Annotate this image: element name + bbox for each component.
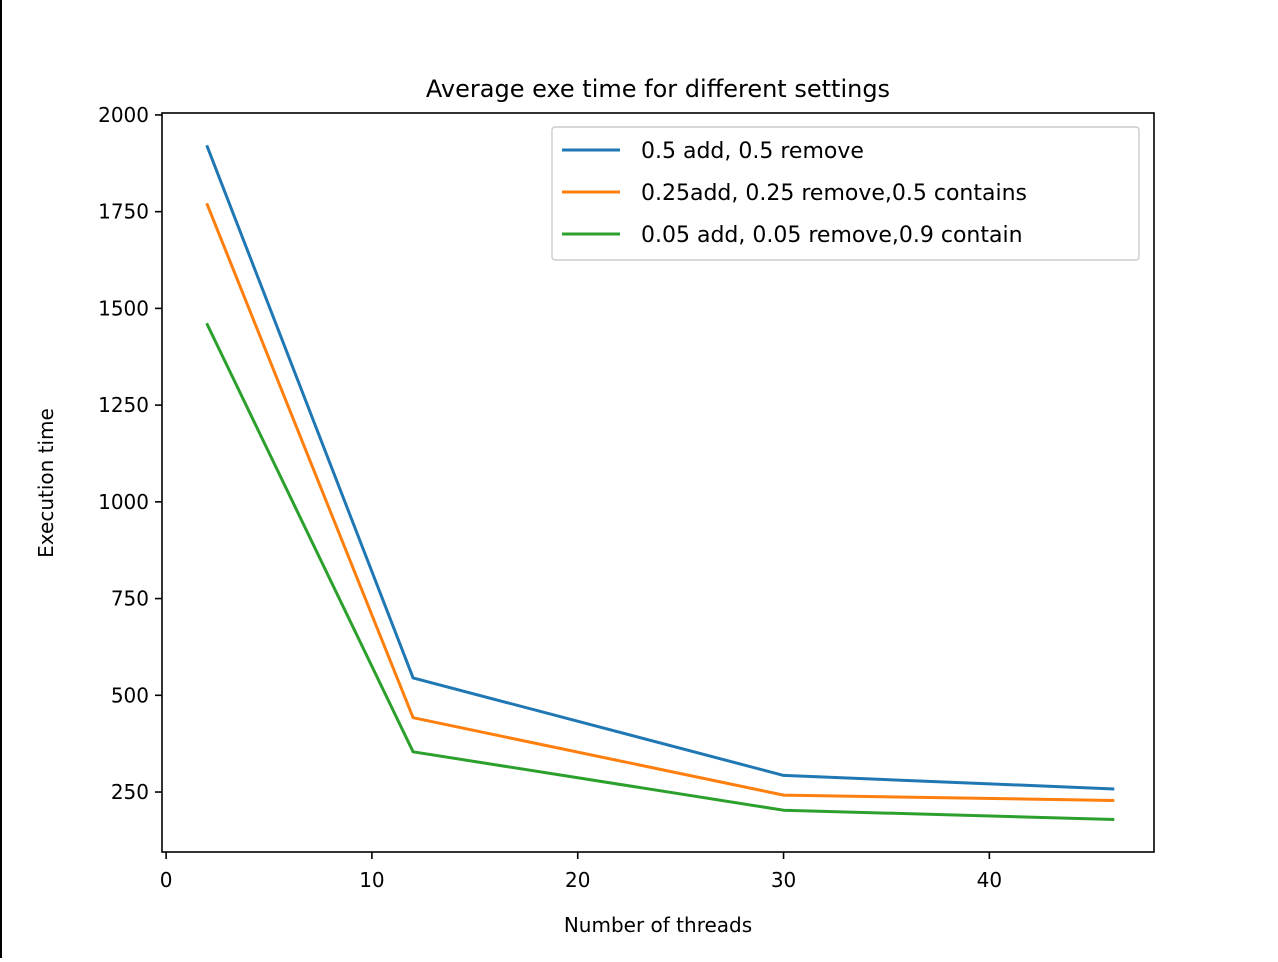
y-tick-label: 1500 (98, 296, 149, 320)
y-tick-label: 1000 (98, 490, 149, 514)
legend: 0.5 add, 0.5 remove 0.25add, 0.25 remove,… (551, 126, 1140, 261)
x-tick-label: 0 (160, 868, 173, 892)
legend-label-3: 0.05 add, 0.05 remove,0.9 contain (641, 223, 1023, 248)
y-tick-label: 500 (111, 683, 149, 707)
legend-entries: 0.5 add, 0.5 remove 0.25add, 0.25 remove,… (562, 139, 1027, 248)
x-tick-label: 20 (565, 868, 590, 892)
y-tick-label: 1250 (98, 393, 149, 417)
y-tick-label: 2000 (98, 103, 149, 127)
legend-label-2: 0.25add, 0.25 remove,0.5 contains (641, 181, 1027, 206)
y-axis: 250 500 750 1000 1250 1500 1750 2000 (98, 103, 162, 804)
x-tick-label: 30 (771, 868, 796, 892)
x-tick-label: 10 (359, 868, 384, 892)
legend-box (551, 126, 1140, 261)
y-tick-label: 250 (111, 780, 149, 804)
y-tick-label: 750 (111, 587, 149, 611)
series-lines (205, 144, 1115, 822)
chart-title: Average exe time for different settings (426, 75, 890, 103)
series-line-1 (205, 144, 1115, 791)
y-tick-label: 1750 (98, 200, 149, 224)
x-axis: 0 10 20 30 40 (160, 852, 1002, 892)
series-line-2 (205, 202, 1115, 803)
series-line-3 (205, 322, 1115, 822)
x-axis-label: Number of threads (564, 913, 752, 937)
window-edge (0, 0, 2, 958)
y-axis-label: Execution time (34, 408, 58, 558)
x-tick-label: 40 (977, 868, 1002, 892)
legend-label-1: 0.5 add, 0.5 remove (641, 139, 864, 164)
